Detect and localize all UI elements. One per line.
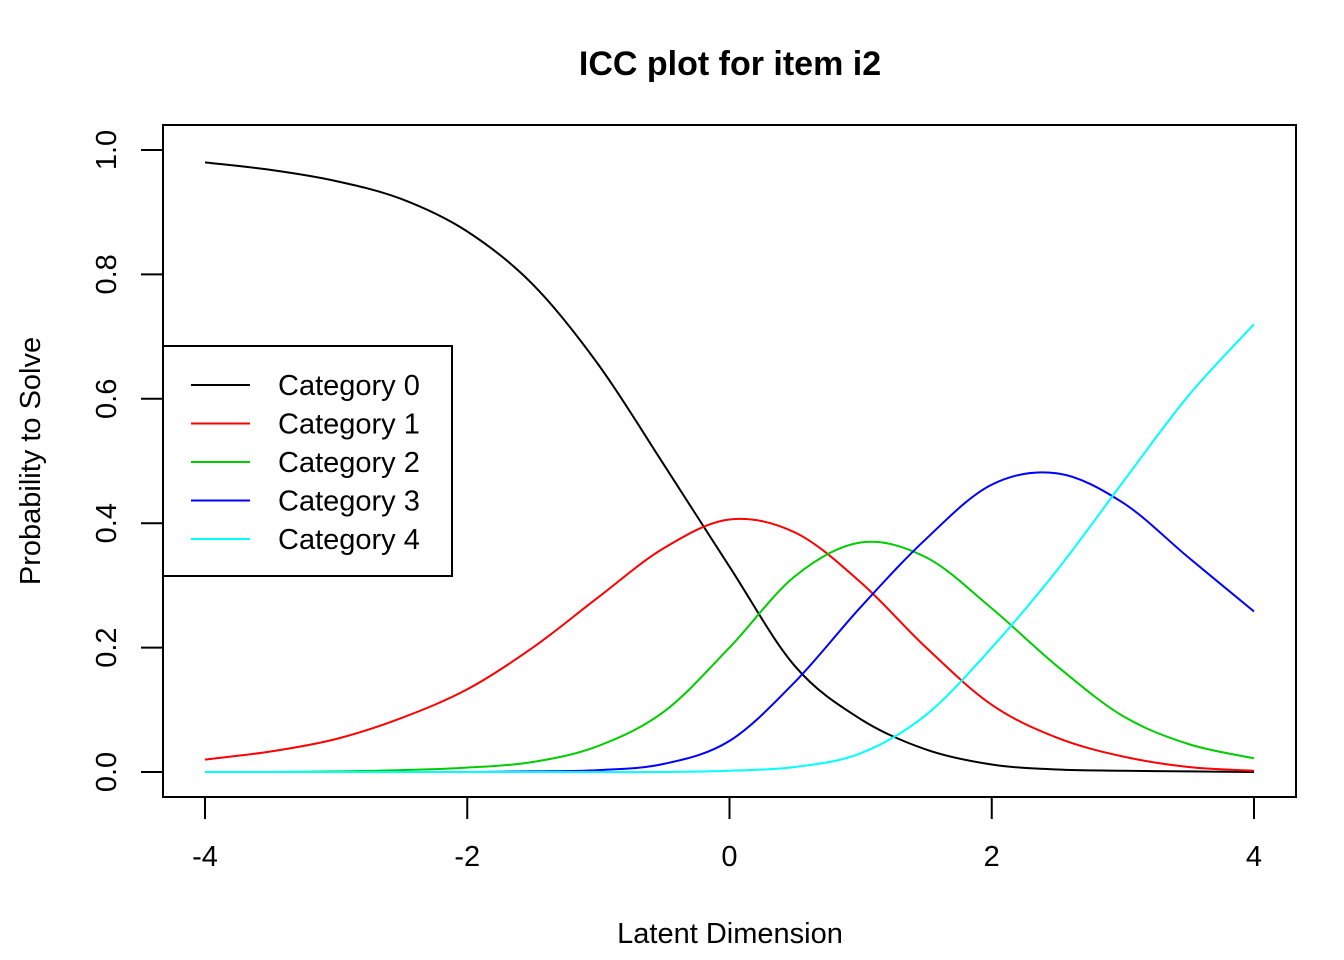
legend-label-category-2: Category 2 xyxy=(278,447,420,479)
series-line-category-0 xyxy=(204,161,1255,773)
y-tick-label: 0.4 xyxy=(91,503,123,543)
y-tick-label: 0.0 xyxy=(91,752,123,792)
curves-group xyxy=(204,161,1255,774)
legend-label-category-1: Category 1 xyxy=(278,409,420,441)
x-tick-label: -4 xyxy=(192,841,218,873)
legend-label-category-3: Category 3 xyxy=(278,486,420,518)
y-tick-label: 1.0 xyxy=(91,130,123,170)
series-line-category-4 xyxy=(205,323,1255,774)
y-tick-label: 0.8 xyxy=(91,254,123,294)
y-tick-label: 0.6 xyxy=(91,379,123,419)
x-tick-label: -2 xyxy=(454,841,480,873)
series-line-category-2 xyxy=(204,540,1255,774)
y-axis: 0.0 0.2 0.4 0.6 0.8 1.0 xyxy=(91,130,164,792)
y-axis-label: Probability to Solve xyxy=(15,337,47,585)
series-line-category-1 xyxy=(204,517,1255,772)
x-axis: -4 -2 0 2 4 xyxy=(192,796,1262,873)
x-tick-label: 0 xyxy=(721,841,737,873)
legend-label-category-4: Category 4 xyxy=(278,524,420,556)
x-tick-label: 2 xyxy=(984,841,1000,873)
x-axis-label: Latent Dimension xyxy=(617,918,843,950)
chart-title: ICC plot for item i2 xyxy=(579,45,881,83)
y-tick-label: 0.2 xyxy=(91,627,123,667)
x-tick-label: 4 xyxy=(1246,841,1262,873)
legend-label-category-0: Category 0 xyxy=(278,370,420,402)
legend: Category 0 Category 1 Category 2 Category 3… xyxy=(162,345,453,577)
